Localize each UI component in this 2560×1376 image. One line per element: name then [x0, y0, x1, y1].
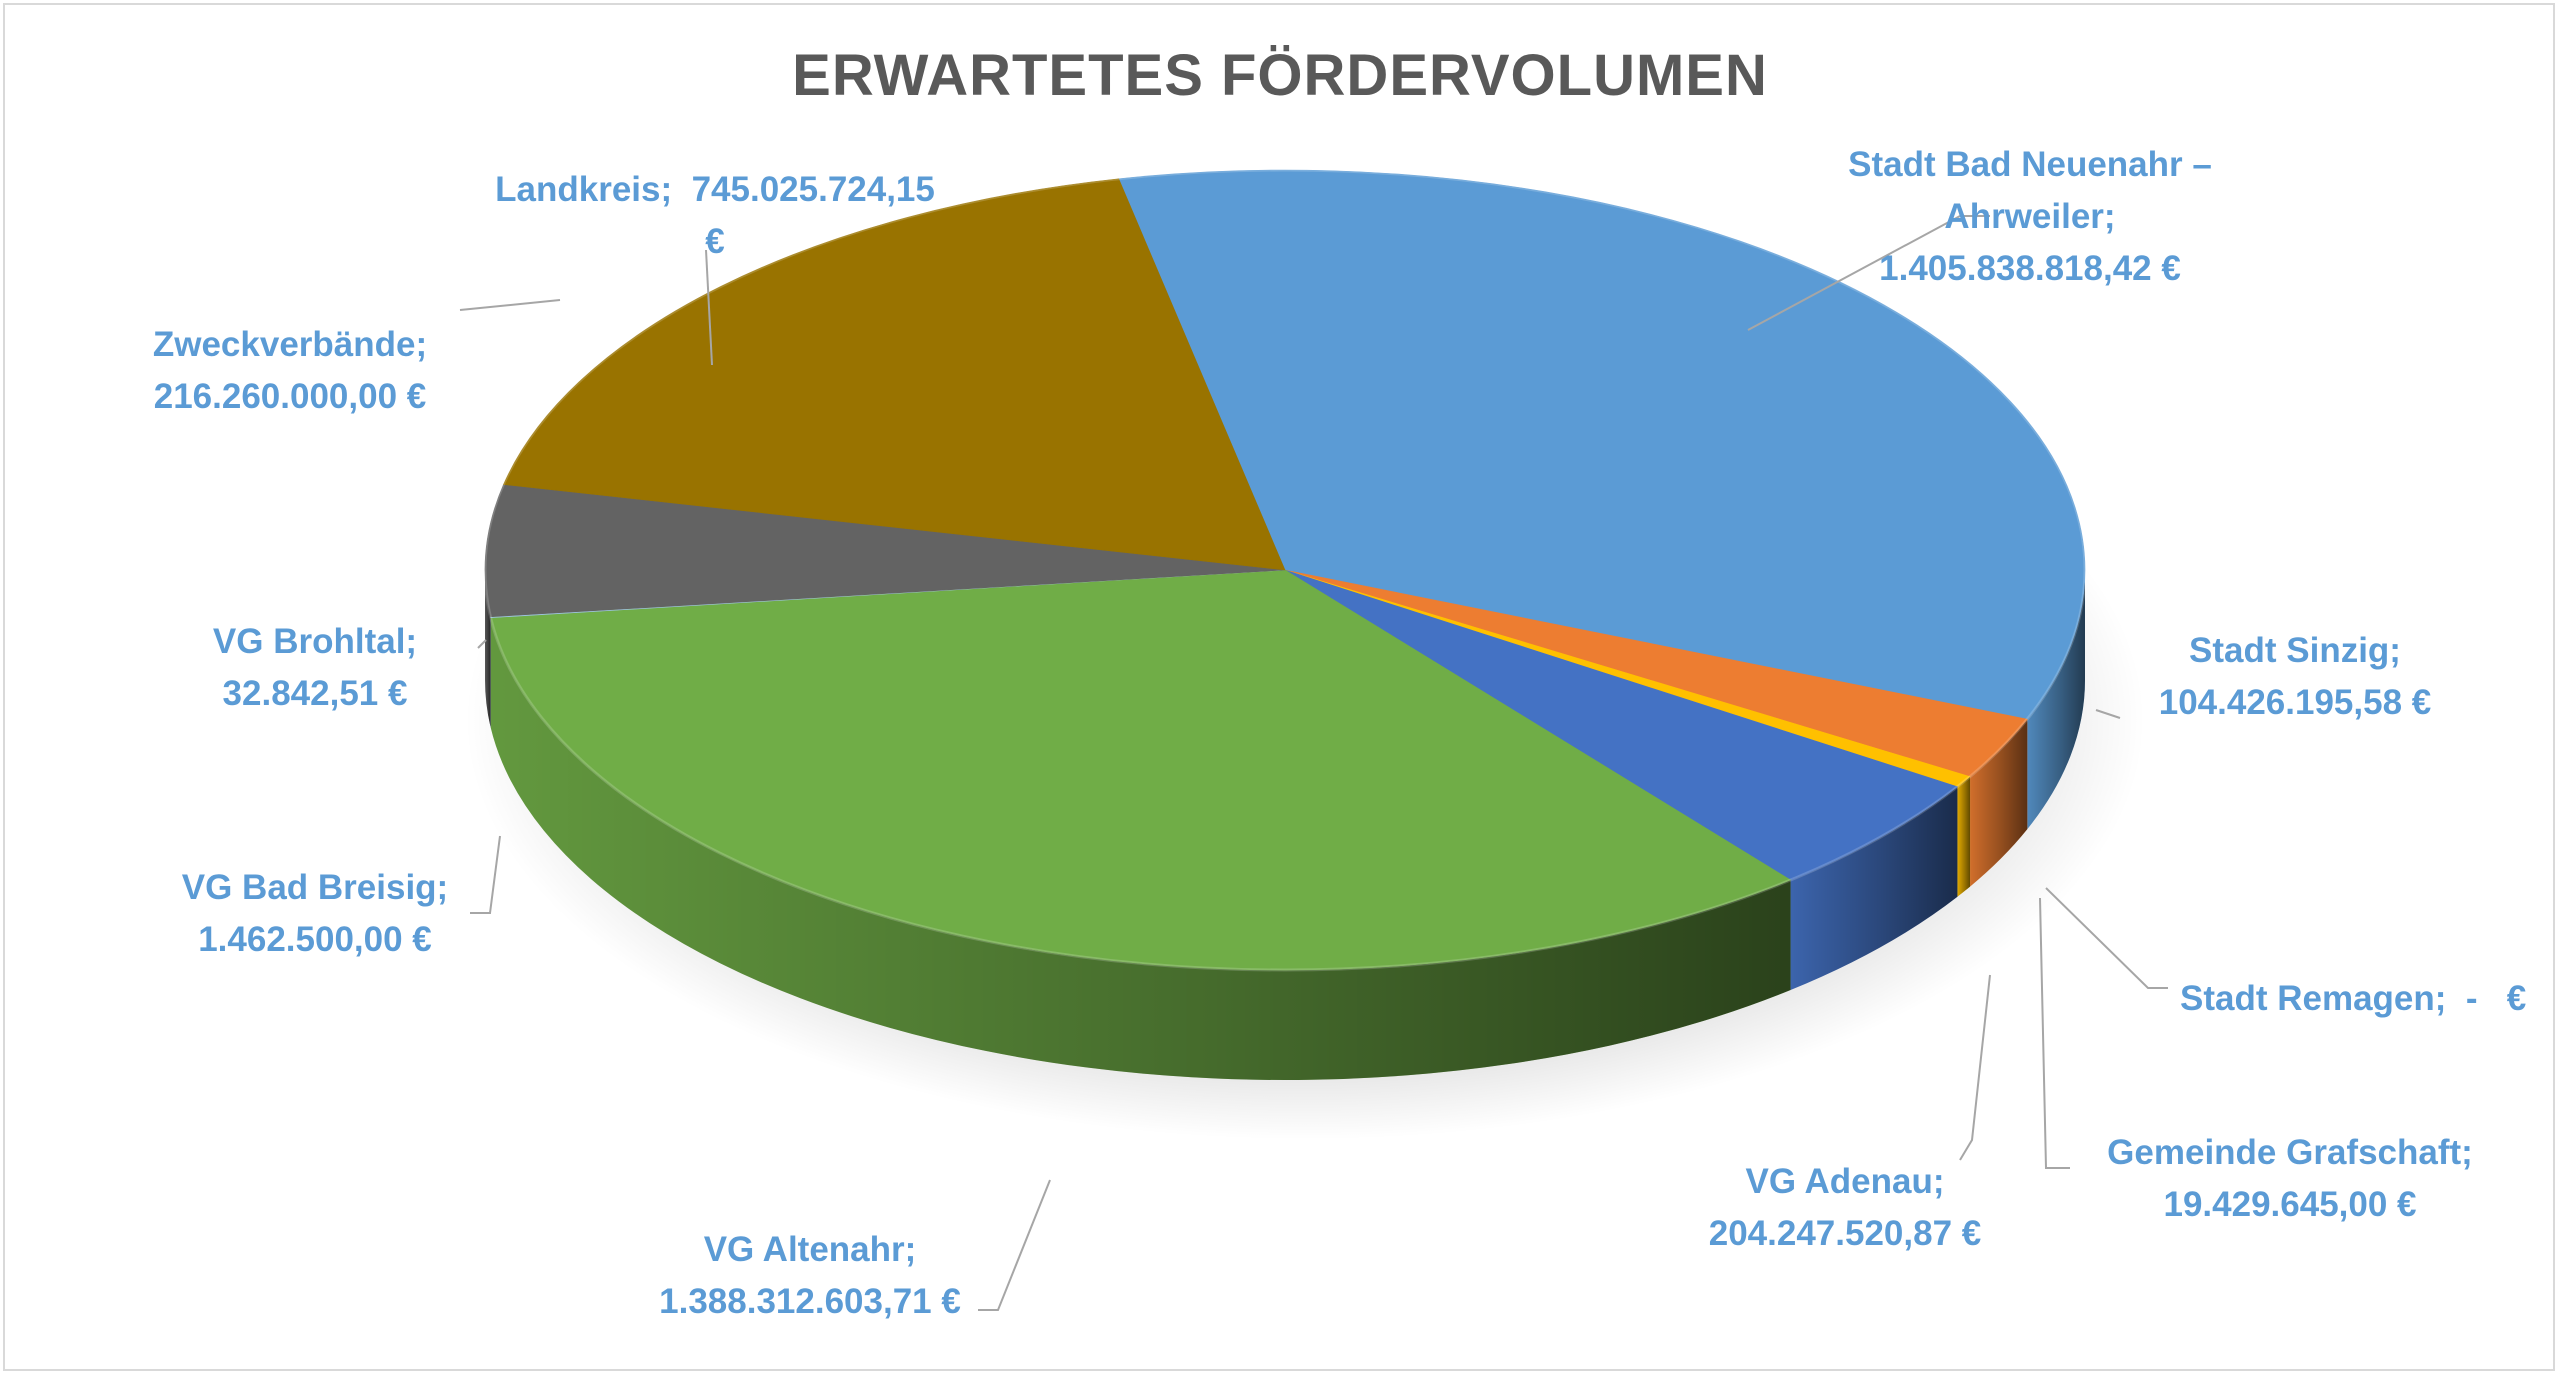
data-label-line: VG Adenau;: [1746, 1162, 1945, 1201]
leader-line: [477, 639, 487, 649]
data-label-line: Stadt Bad Neuenahr –: [1848, 145, 2212, 184]
data-label-stadt-remagen: Stadt Remagen; - €: [2045, 887, 2526, 1018]
data-label-vg-bad-breisig: VG Bad Breisig; 1.462.500,00 €: [182, 835, 501, 959]
pie-side-gemeinde-grafschaft: [1957, 776, 1971, 897]
data-label-line: Stadt Remagen; - €: [2180, 979, 2526, 1018]
data-label-vg-brohltal: VG Brohltal; 32.842,51 €: [213, 622, 487, 713]
pie-side-stadt-bad-neuenahr: [2027, 570, 2085, 830]
pie-side-vg-altenahr: [490, 617, 1791, 1080]
data-label-line: 104.426.195,58 €: [2159, 683, 2431, 722]
data-label-line: 32.842,51 €: [223, 674, 408, 713]
leader-line: [2095, 709, 2121, 719]
data-label-line: Zweckverbände;: [153, 325, 427, 364]
pie-slice-stadt-bad-neuenahr: [1118, 169, 2086, 720]
data-label-line: 19.429.645,00 €: [2163, 1185, 2416, 1224]
data-label-line: 1.405.838.818,42 €: [1879, 249, 2181, 288]
data-label-line: Ahrweiler;: [1944, 197, 2115, 236]
leader-line: [459, 299, 561, 311]
pie-slice-vg-adenau: [1284, 569, 1959, 881]
leader-line: [470, 835, 501, 914]
pie-slice-vg-altenahr: [490, 569, 1792, 971]
data-label-line: Stadt Sinzig;: [2189, 631, 2401, 670]
data-label-line: 204.247.520,87 €: [1709, 1214, 1981, 1253]
data-label-line: 216.260.000,00 €: [154, 377, 426, 416]
data-label-line: VG Bad Breisig;: [182, 868, 448, 907]
data-label-gemeinde-grafschaft: Gemeinde Grafschaft; 19.429.645,00 €: [2039, 897, 2473, 1224]
data-label-line: VG Brohltal;: [213, 622, 417, 661]
pie-side-zweckverbände: [485, 570, 491, 727]
leader-line: [978, 1179, 1051, 1311]
pie-slice-landkreis-745-025-724-15: [503, 178, 1286, 571]
data-label-vg-adenau: VG Adenau; 204.247.520,87 €: [1709, 974, 1991, 1253]
data-label-line: Gemeinde Grafschaft;: [2107, 1133, 2473, 1172]
data-label-line: 1.462.500,00 €: [198, 920, 432, 959]
data-label-line: Landkreis; 745.025.724,15: [495, 170, 935, 209]
data-label-landkreis-745-025-724-15: Landkreis; 745.025.724,15 €: [495, 170, 935, 366]
data-label-line: 1.388.312.603,71 €: [659, 1282, 961, 1321]
chart-title: ERWARTETES FÖRDERVOLUMEN: [792, 43, 1768, 108]
data-label-vg-altenahr: VG Altenahr; 1.388.312.603,71 €: [659, 1179, 1051, 1321]
pie-side-vg-adenau: [1790, 786, 1958, 991]
leader-line: [2045, 887, 2168, 989]
data-label-line: VG Altenahr;: [704, 1230, 917, 1269]
leader-line: [2039, 897, 2070, 1169]
pie-side-stadt-sinzig: [1970, 719, 2028, 887]
data-label-line: €: [705, 222, 724, 261]
data-label-zweckverbände: Zweckverbände; 216.260.000,00 €: [153, 299, 561, 416]
data-label-stadt-bad-neuenahr: Stadt Bad Neuenahr – Ahrweiler; 1.405.838.…: [1747, 145, 2212, 331]
pie-slice-zweckverbände: [484, 484, 1286, 618]
pie-rim: [483, 168, 2087, 972]
data-label-stadt-sinzig: Stadt Sinzig; 104.426.195,58 €: [2095, 631, 2431, 722]
leader-line: [1747, 215, 1990, 331]
leader-line: [705, 249, 713, 366]
leader-line: [1959, 974, 1991, 1161]
